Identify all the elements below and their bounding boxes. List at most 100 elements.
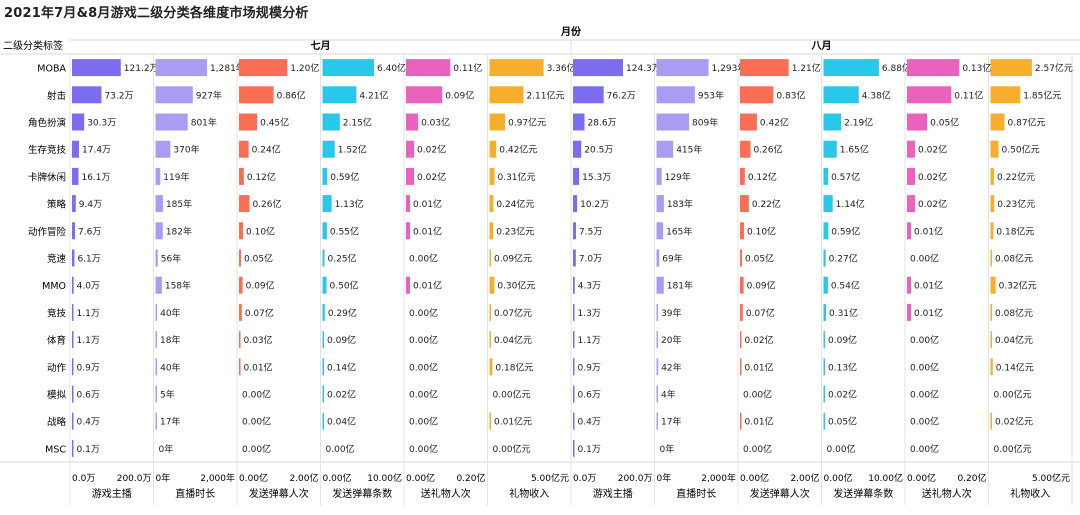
data-label: 39年	[661, 307, 681, 319]
bar-aug-1	[657, 413, 659, 430]
bar-aug-3	[824, 277, 828, 294]
metric-axis-title: 直播时长	[175, 487, 215, 500]
bar-jul-5	[490, 168, 495, 185]
data-label: 183年	[667, 198, 693, 210]
axis-tick-min: 0.00亿	[323, 472, 352, 484]
bar-jul-5	[490, 59, 544, 76]
bar-aug-4	[907, 114, 927, 131]
data-label: 1.13亿	[335, 198, 364, 210]
axis-tick-max: 2.00亿	[790, 472, 819, 484]
data-label: 0.42亿元	[499, 144, 537, 156]
data-label: 1.20亿	[290, 62, 319, 74]
bar-jul-2	[239, 277, 243, 294]
data-label: 0.18亿元	[996, 225, 1034, 237]
data-label: 0.02亿元	[995, 416, 1033, 428]
bar-jul-1	[156, 86, 193, 103]
bar-aug-2	[740, 114, 757, 131]
data-label: 953年	[698, 89, 724, 101]
bar-aug-3	[824, 250, 826, 267]
axis-tick-max: 10.00亿	[868, 472, 903, 484]
data-label: 0.00亿元	[994, 389, 1032, 401]
bar-aug-4	[907, 277, 911, 294]
data-label: 0.07亿	[245, 307, 274, 319]
axis-tick-max: 2.00亿	[289, 472, 318, 484]
bar-jul-3	[323, 141, 335, 158]
data-label: 1.1万	[77, 309, 100, 319]
data-label: 0.05亿	[930, 117, 959, 129]
data-label: 0.03亿	[421, 117, 450, 129]
bar-aug-0	[573, 59, 623, 76]
bar-aug-1	[657, 59, 709, 76]
bar-aug-1	[657, 168, 662, 185]
bar-jul-3	[323, 331, 325, 348]
data-label: 165年	[666, 225, 692, 237]
data-label: 0.00亿	[409, 443, 438, 455]
bar-jul-0	[72, 358, 74, 375]
data-label: 0.09亿	[246, 280, 275, 292]
data-label: 0.00亿	[910, 443, 939, 455]
data-label: 0.05亿	[828, 416, 857, 428]
bar-aug-4	[907, 304, 911, 321]
data-label: 30.3万	[87, 119, 116, 129]
metric-axis-title: 发送弹幕条数	[332, 487, 392, 500]
bar-aug-4	[907, 222, 911, 239]
data-label: 927年	[196, 89, 222, 101]
bar-jul-3	[323, 250, 325, 267]
data-label: 0.11亿	[453, 62, 482, 74]
data-label: 0.00亿	[910, 416, 939, 428]
category-label: 生存竞技	[28, 144, 67, 156]
bar-aug-1	[657, 114, 690, 131]
data-label: 0.00亿	[326, 443, 355, 455]
data-label: 0.55亿	[330, 225, 359, 237]
data-label: 0.57亿	[831, 171, 860, 183]
data-label: 0.23亿元	[997, 198, 1035, 210]
data-label: 0.00亿	[910, 334, 939, 346]
axis-tick-max: 0.20亿	[456, 472, 485, 484]
bar-jul-1	[156, 386, 158, 403]
category-label: MOBA	[37, 64, 66, 75]
bar-aug-2	[740, 86, 773, 103]
data-label: 0.00亿	[242, 416, 271, 428]
bar-jul-1	[156, 168, 161, 185]
bar-aug-1	[657, 358, 659, 375]
data-label: 0.04亿元	[494, 334, 532, 346]
data-label: 2.11亿元	[526, 89, 564, 101]
data-label: 0.6万	[77, 391, 100, 401]
bar-aug-1	[657, 386, 659, 403]
bar-jul-2	[239, 331, 241, 348]
data-label: 0.09亿	[747, 280, 776, 292]
data-label: 20年	[661, 334, 681, 346]
bar-aug-0	[573, 222, 576, 239]
data-label: 0.01亿元	[494, 416, 532, 428]
bar-aug-2	[740, 141, 750, 158]
bar-jul-0	[72, 277, 74, 294]
data-label: 0.02亿	[417, 144, 446, 156]
bar-aug-0	[573, 304, 575, 321]
bar-jul-0	[72, 386, 74, 403]
data-label: 0.1万	[77, 445, 100, 455]
category-label: 体育	[47, 335, 66, 347]
bar-jul-4	[406, 86, 442, 103]
data-label: 0.59亿	[330, 171, 359, 183]
data-label: 0.00亿	[910, 253, 939, 265]
bar-aug-5	[991, 168, 995, 185]
data-label: 0.02亿	[417, 171, 446, 183]
bar-aug-5	[991, 86, 1021, 103]
bar-jul-4	[406, 59, 450, 76]
data-label: 0.23亿元	[496, 225, 534, 237]
data-label: 0.4万	[578, 418, 601, 428]
axis-tick-max: 200.0万	[618, 474, 653, 484]
axis-tick-max: 5.00亿元	[1032, 472, 1070, 484]
data-label: 0.00亿	[743, 443, 772, 455]
bar-jul-5	[490, 114, 506, 131]
data-label: 17年	[160, 416, 180, 428]
bar-jul-1	[156, 59, 208, 76]
data-label: 0.50亿	[330, 280, 359, 292]
category-label: MMO	[42, 281, 66, 292]
bar-jul-1	[156, 141, 171, 158]
data-label: 0.00亿	[743, 389, 772, 401]
data-label: 1.1万	[77, 336, 100, 346]
bar-jul-0	[72, 59, 121, 76]
metric-axis-title: 直播时长	[676, 487, 716, 500]
bar-aug-2	[740, 304, 743, 321]
